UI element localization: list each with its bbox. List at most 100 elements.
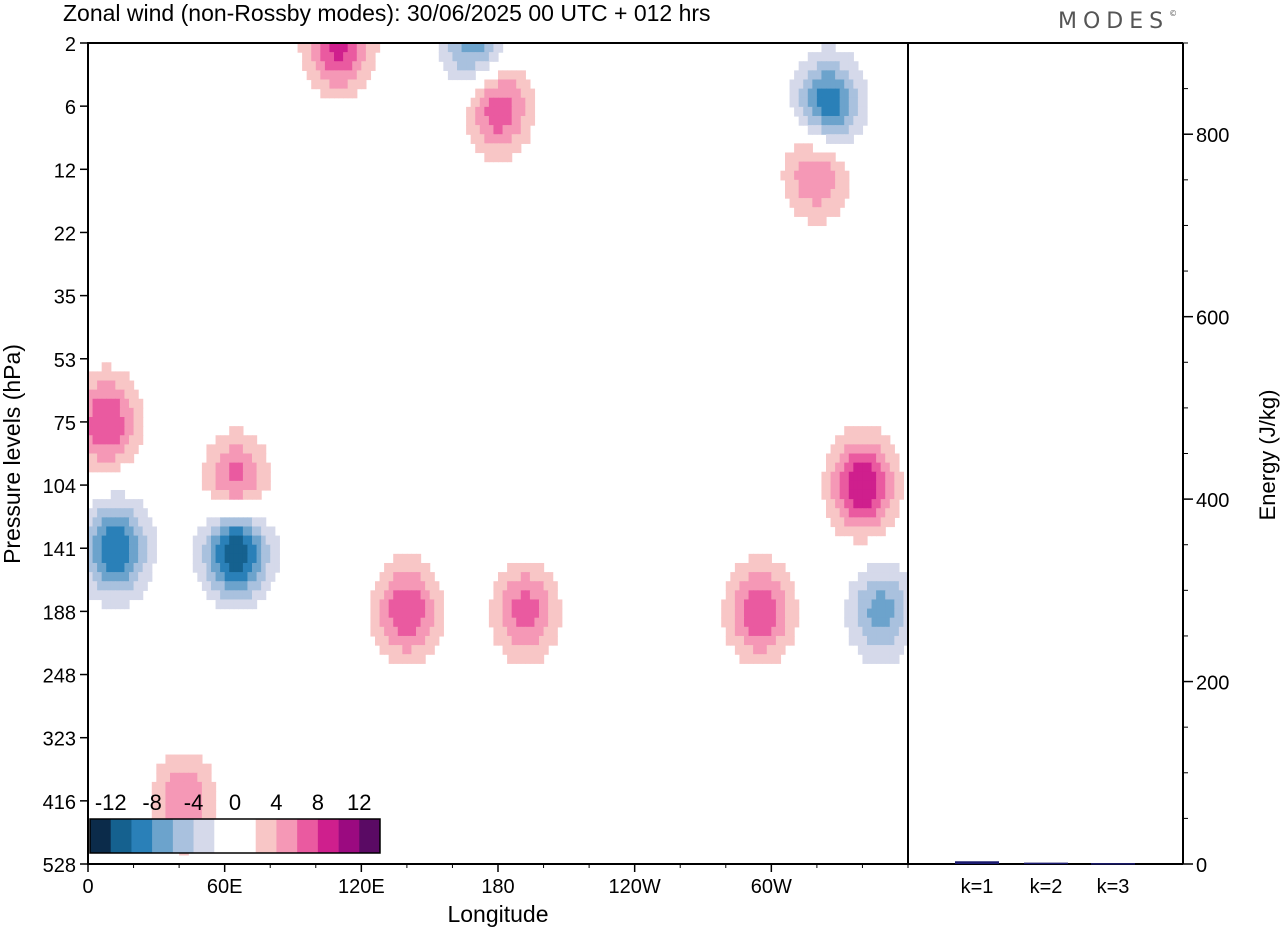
heat-cell [106,599,112,610]
heat-cell [92,380,98,391]
heat-cell [211,800,217,810]
heat-cell [511,115,517,126]
heat-cell [479,97,485,108]
heat-cell [871,508,877,518]
heat-cell [101,453,107,464]
heat-cell [885,471,891,482]
heat-cell [748,553,754,564]
heat-cell [898,599,905,610]
heat-cell [101,444,107,455]
heat-cell [402,572,408,582]
heat-cell [853,535,859,546]
heat-cell [133,508,139,518]
heat-cell [393,635,399,646]
heat-cell [853,471,859,482]
heat-cell [220,581,226,591]
heat-cell [211,581,217,591]
heat-cell [484,115,490,126]
heat-cell [516,590,522,601]
heat-cell [101,462,107,473]
heat-cell [744,599,750,610]
heat-cell [229,462,235,473]
heat-cell [165,800,171,810]
heat-cell [830,444,836,455]
heat-cell [138,508,144,518]
heat-cell [826,52,832,62]
heat-cell [101,553,107,564]
heat-cell [730,635,736,646]
heat-cell [525,599,531,610]
heat-cell [252,435,258,445]
heat-cell [129,453,135,464]
heat-cell [871,526,877,537]
heat-cell [151,553,157,564]
heat-cell [898,617,905,628]
heat-cell [835,462,841,473]
heat-cell [92,389,98,400]
heat-cell [876,599,882,610]
heat-cell [224,435,230,445]
heat-cell [498,617,504,628]
heat-cell [844,508,850,518]
heat-cell [548,608,554,619]
heat-cell [206,590,212,601]
heat-cell [502,106,508,117]
heat-cell [379,617,385,628]
heat-cell [475,115,481,126]
heat-cell [821,106,827,117]
heat-cell [507,645,513,655]
heat-cell [520,88,526,99]
heat-cell [812,152,818,163]
heat-cell [839,453,845,464]
heat-cell [511,599,517,610]
heat-cell [507,590,513,601]
heat-cell [839,188,845,199]
heat-cell [129,544,135,555]
heat-cell [889,645,895,655]
heat-cell [848,52,854,62]
heat-cell [844,435,850,445]
heat-cell [785,590,791,601]
heat-cell [493,143,499,154]
heat-cell [880,489,886,500]
heat-cell [388,599,394,610]
heat-cell [516,143,522,154]
heat-cell [361,43,367,53]
heat-cell [871,453,877,464]
heat-cell [766,599,772,610]
heat-cell [165,763,171,774]
heat-cell [229,572,235,582]
heat-cell [365,70,372,81]
heat-cell [466,115,472,126]
heat-cell [188,754,194,765]
heat-cell [498,581,504,591]
heat-cell [880,617,886,628]
heat-cell [816,161,823,172]
heat-cell [862,590,868,601]
heat-cell [835,444,841,455]
heat-cell [534,645,540,655]
heat-cell [443,52,449,62]
heat-cell [229,444,235,455]
heat-cell [880,471,886,482]
heat-cell [498,97,504,108]
heat-cell [857,590,864,601]
y-tick-label: 528 [43,855,76,877]
heat-cell [224,581,230,591]
heat-cell [101,371,107,382]
heat-cell [725,635,731,646]
heat-cell [766,626,772,637]
heat-cell [156,763,162,774]
heat-cell [798,152,804,163]
heat-cell [115,389,121,400]
heat-cell [270,553,276,564]
heat-cell [420,590,426,601]
heat-cell [493,52,499,62]
heat-cell [525,79,531,90]
heat-cell [133,544,139,555]
heat-cell [867,517,873,528]
heat-cell [516,581,522,591]
heat-cell [438,590,444,601]
heat-cell [110,398,116,409]
heat-cell [830,134,836,144]
